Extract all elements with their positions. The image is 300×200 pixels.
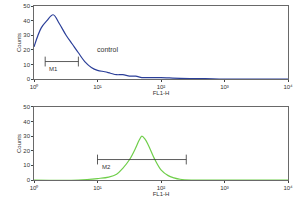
svg-text:Counts: Counts — [16, 33, 22, 52]
svg-text:10⁴: 10⁴ — [283, 84, 293, 90]
svg-text:M1: M1 — [49, 66, 58, 72]
svg-text:30: 30 — [23, 133, 30, 139]
svg-text:20: 20 — [23, 148, 30, 154]
svg-text:10⁴: 10⁴ — [283, 185, 293, 191]
svg-text:10³: 10³ — [220, 84, 229, 90]
svg-text:10: 10 — [23, 162, 30, 168]
svg-text:Counts: Counts — [16, 134, 22, 153]
svg-text:10¹: 10¹ — [93, 185, 102, 191]
svg-text:10²: 10² — [157, 185, 166, 191]
svg-text:FL1-H: FL1-H — [153, 90, 170, 96]
svg-text:10²: 10² — [157, 84, 166, 90]
svg-text:40: 40 — [23, 119, 30, 125]
svg-text:M2: M2 — [102, 164, 111, 170]
svg-text:10³: 10³ — [220, 185, 229, 191]
svg-text:10⁰: 10⁰ — [30, 184, 39, 191]
svg-text:control: control — [97, 46, 118, 53]
svg-text:0: 0 — [27, 177, 31, 183]
svg-text:FL1-H: FL1-H — [153, 191, 170, 197]
svg-text:10¹: 10¹ — [93, 84, 102, 90]
svg-text:50: 50 — [23, 3, 30, 9]
svg-text:40: 40 — [23, 18, 30, 24]
svg-text:10: 10 — [23, 62, 30, 68]
svg-text:50: 50 — [23, 104, 30, 110]
svg-text:10⁰: 10⁰ — [30, 83, 39, 90]
svg-text:20: 20 — [23, 47, 30, 53]
svg-text:30: 30 — [23, 32, 30, 38]
svg-text:0: 0 — [27, 76, 31, 82]
